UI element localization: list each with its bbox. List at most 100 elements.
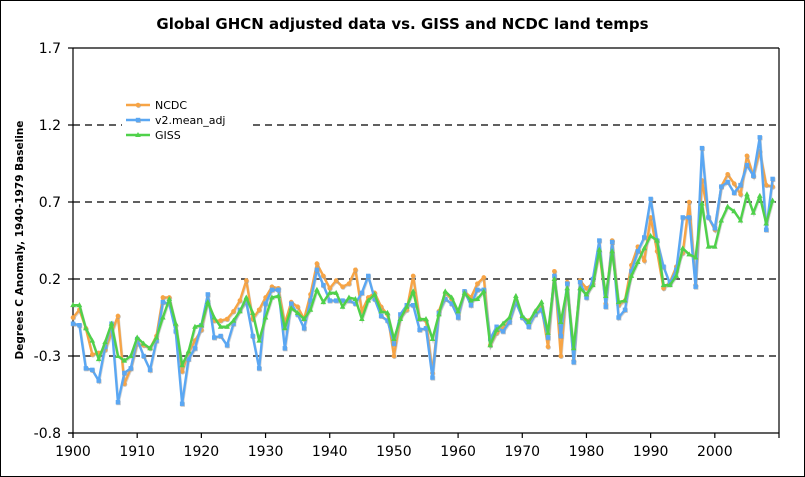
chart-title: Global GHCN adjusted data vs. GISS and N…	[156, 15, 649, 33]
data-point	[314, 267, 320, 272]
data-point	[288, 305, 295, 311]
data-point	[353, 301, 358, 306]
data-point	[218, 333, 223, 339]
data-point	[615, 299, 622, 305]
data-point	[90, 367, 95, 373]
data-point	[231, 309, 236, 314]
data-point	[237, 308, 243, 314]
y-tick-label: -0.3	[34, 349, 61, 365]
series-giss	[70, 191, 776, 371]
data-point	[416, 316, 423, 322]
data-point	[552, 273, 557, 279]
data-point	[455, 308, 461, 314]
data-point	[449, 301, 454, 306]
data-point	[115, 400, 121, 405]
data-point	[557, 319, 564, 325]
data-point	[673, 272, 680, 278]
data-point	[609, 239, 615, 245]
legend: NCDC v2.mean_adj GISS	[122, 97, 252, 144]
data-point	[140, 340, 147, 346]
data-point	[712, 243, 718, 249]
data-point	[224, 323, 230, 329]
data-point	[359, 316, 365, 322]
data-point	[545, 335, 551, 340]
y-tick-label: 1.2	[39, 118, 61, 134]
data-point	[295, 304, 300, 310]
data-point	[153, 334, 160, 340]
data-point	[597, 238, 602, 243]
data-point	[731, 208, 737, 214]
data-point	[660, 282, 667, 288]
data-point	[403, 303, 410, 309]
data-point	[378, 313, 384, 319]
data-point	[519, 312, 526, 318]
data-point	[121, 357, 128, 363]
data-point	[378, 308, 384, 314]
data-point	[693, 284, 698, 289]
data-point	[76, 302, 83, 308]
series-v2-mean-adj	[70, 135, 776, 407]
data-point	[744, 162, 750, 168]
data-point	[398, 312, 403, 317]
data-point	[429, 336, 436, 342]
data-point	[333, 289, 339, 295]
data-point	[308, 298, 313, 303]
data-point	[641, 258, 647, 263]
data-point	[583, 291, 590, 297]
data-point	[179, 401, 185, 406]
data-point	[326, 289, 333, 295]
data-point	[147, 367, 153, 373]
data-point	[602, 292, 609, 298]
data-point	[474, 296, 481, 302]
data-point	[327, 285, 333, 291]
data-point	[256, 337, 262, 343]
data-point	[320, 299, 327, 305]
data-point	[680, 215, 685, 220]
data-point	[513, 292, 519, 298]
data-point	[160, 295, 166, 300]
data-point	[327, 298, 332, 303]
data-point	[179, 362, 185, 368]
data-point	[391, 341, 397, 346]
data-point	[584, 295, 589, 300]
data-point	[340, 284, 345, 290]
data-point	[532, 308, 538, 314]
data-point	[468, 297, 474, 303]
data-point	[371, 291, 378, 297]
data-point	[172, 320, 179, 326]
data-point	[160, 314, 166, 320]
gridlines	[73, 47, 779, 357]
data-point	[622, 297, 628, 303]
data-point	[256, 366, 262, 371]
data-point	[699, 145, 705, 151]
data-point	[744, 153, 750, 159]
data-point	[500, 320, 506, 326]
data-point	[725, 179, 730, 185]
data-point	[198, 322, 205, 328]
data-point	[654, 237, 660, 243]
data-point	[185, 348, 192, 354]
data-point	[212, 335, 217, 340]
data-point	[321, 282, 326, 288]
x-tick-label: 1950	[376, 444, 412, 460]
data-point	[147, 345, 153, 351]
data-point	[282, 346, 287, 351]
data-point	[525, 319, 532, 325]
x-tick-label: 1900	[55, 444, 91, 460]
data-point	[442, 288, 449, 294]
data-point	[70, 302, 76, 308]
data-point	[744, 191, 750, 197]
data-point	[699, 200, 705, 206]
data-point	[545, 329, 551, 335]
data-point	[686, 199, 692, 205]
data-point	[603, 304, 608, 309]
series-line	[72, 136, 774, 405]
data-point	[443, 296, 448, 302]
data-point	[455, 315, 461, 320]
data-point	[256, 307, 262, 313]
data-point	[372, 296, 377, 302]
data-point	[494, 324, 499, 329]
data-point	[493, 326, 500, 332]
data-point	[108, 320, 115, 326]
